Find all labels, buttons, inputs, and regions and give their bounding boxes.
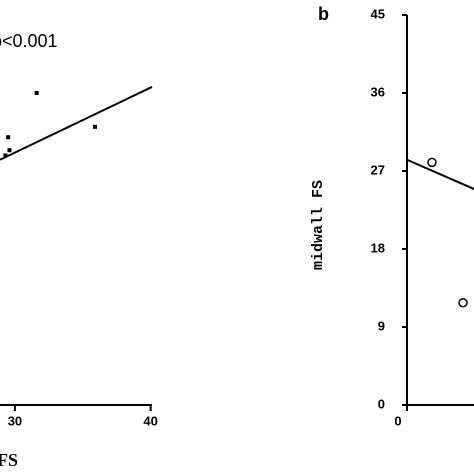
y-tick-label: 0 <box>378 396 385 411</box>
y-tick-label: 45 <box>371 6 385 21</box>
panel-label: b <box>318 4 329 24</box>
point <box>427 157 437 168</box>
x-tick-label: 30 <box>8 413 22 428</box>
fit-line <box>0 86 153 161</box>
x-axis-label: FS <box>0 450 18 470</box>
fit-line <box>406 158 474 191</box>
point <box>7 148 12 153</box>
point <box>34 91 39 95</box>
point <box>458 297 468 308</box>
x-tick-label: 40 <box>143 413 157 428</box>
y-tick-label: 9 <box>378 318 385 333</box>
x-tick-label: 0 <box>394 413 401 428</box>
point <box>6 135 11 140</box>
y-tick-label: 36 <box>371 84 385 99</box>
y-tick-label: 18 <box>371 240 385 255</box>
point <box>3 153 8 158</box>
y-tick-label: 27 <box>371 162 385 177</box>
y-axis-label: midwall FS <box>310 180 327 270</box>
annotation: p<0.001 <box>0 31 58 51</box>
point <box>93 124 97 129</box>
